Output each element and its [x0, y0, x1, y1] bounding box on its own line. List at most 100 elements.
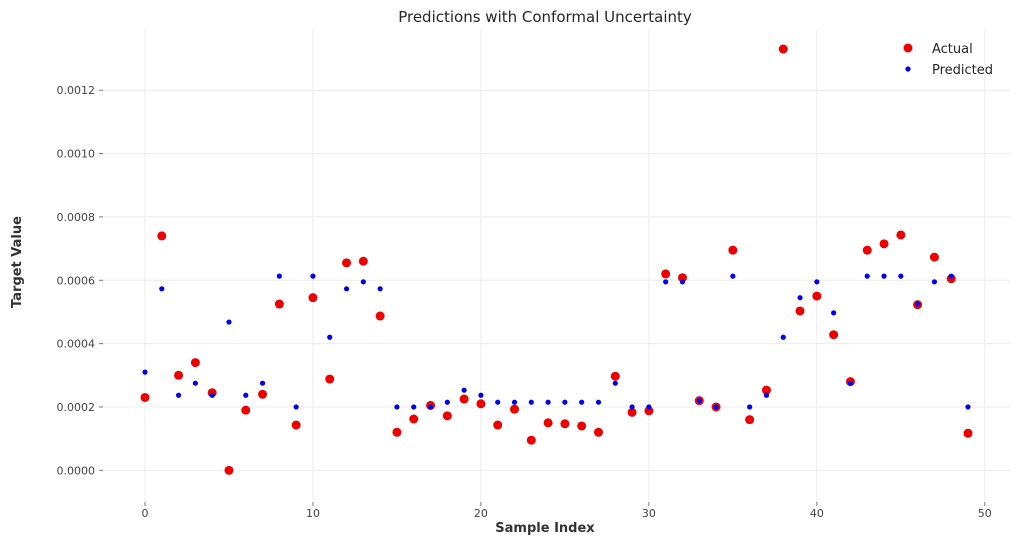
actual-point — [627, 407, 637, 417]
grid-lines — [103, 30, 1010, 502]
actual-point — [896, 230, 906, 240]
actual-point — [661, 269, 671, 279]
predicted-point — [209, 392, 215, 398]
actual-point — [795, 306, 805, 316]
actual-point — [291, 420, 301, 430]
predicted-point — [159, 286, 165, 292]
y-axis-label: Target Value — [10, 216, 25, 308]
actual-point — [308, 293, 318, 303]
series-predicted — [142, 273, 971, 410]
y-tick-label: 0.0006 — [57, 274, 96, 287]
predicted-point — [562, 399, 568, 405]
actual-point — [728, 245, 738, 255]
predicted-point — [646, 404, 652, 410]
actual-point — [409, 414, 419, 424]
y-tick-label: 0.0012 — [57, 84, 96, 97]
actual-point — [258, 389, 268, 399]
actual-point — [224, 465, 234, 475]
predicted-point — [797, 295, 803, 301]
predicted-point — [360, 279, 366, 285]
actual-point — [190, 358, 200, 368]
actual-point — [157, 231, 167, 241]
y-tick-label: 0.0008 — [57, 211, 96, 224]
axis-ticks: 0 10 20 30 40 50 0.0000 0.0002 0.0004 0.0006 0.000… — [57, 84, 992, 520]
predicted-point — [276, 273, 282, 279]
x-tick-label: 10 — [306, 507, 320, 520]
actual-point — [493, 420, 503, 430]
predicted-point — [763, 392, 770, 398]
actual-point — [577, 421, 587, 431]
y-tick-label: 0.0000 — [57, 464, 96, 477]
actual-point — [761, 385, 771, 395]
legend: Actual Predicted — [903, 42, 993, 78]
predicted-point — [696, 398, 702, 404]
predicted-point — [293, 404, 299, 410]
legend-label-actual: Actual — [932, 42, 973, 57]
predicted-point — [394, 404, 400, 410]
predicted-point — [663, 279, 669, 285]
predicted-point — [579, 399, 585, 405]
predicted-point — [780, 334, 786, 340]
x-tick-label: 20 — [474, 507, 488, 520]
actual-point — [677, 273, 687, 283]
y-tick-label: 0.0002 — [57, 401, 96, 414]
predicted-point — [411, 404, 417, 410]
y-tick-label: 0.0004 — [57, 338, 96, 351]
actual-point — [829, 330, 839, 340]
actual-point — [392, 427, 402, 437]
predicted-point — [847, 380, 854, 386]
actual-point — [812, 291, 822, 301]
predicted-point — [243, 392, 249, 398]
predicted-point — [595, 399, 602, 405]
actual-point — [560, 419, 570, 429]
actual-point — [459, 394, 469, 404]
predicted-point — [965, 404, 971, 410]
actual-point — [325, 374, 335, 384]
predicted-point — [495, 399, 501, 405]
predicted-point — [427, 404, 434, 410]
actual-point — [593, 427, 603, 437]
predicted-point — [881, 273, 887, 279]
x-tick-label: 50 — [978, 507, 992, 520]
predicted-point — [528, 399, 534, 405]
predicted-point — [612, 380, 618, 386]
chart-title: Predictions with Conformal Uncertainty — [398, 8, 692, 26]
predicted-point — [864, 273, 870, 279]
y-tick-label: 0.0010 — [57, 148, 96, 161]
predicted-point — [629, 404, 635, 410]
predicted-point — [814, 279, 820, 285]
legend-marker-actual — [903, 43, 913, 53]
predicted-point — [730, 273, 736, 279]
predicted-point — [915, 301, 921, 307]
predicted-point — [831, 310, 837, 316]
actual-point — [140, 392, 150, 402]
actual-point — [274, 299, 284, 309]
predicted-point — [175, 392, 182, 398]
actual-point — [543, 418, 553, 428]
predicted-point — [444, 399, 450, 405]
actual-point — [778, 44, 788, 54]
predicted-point — [478, 392, 484, 398]
predicted-point — [259, 380, 266, 386]
actual-point — [610, 371, 620, 381]
actual-point — [342, 258, 352, 268]
x-tick-label: 0 — [141, 507, 148, 520]
predicted-point — [142, 369, 148, 375]
actual-point — [375, 311, 385, 321]
predicted-point — [511, 399, 518, 405]
predicted-point — [713, 404, 719, 410]
actual-point — [510, 404, 520, 414]
actual-point — [929, 252, 939, 262]
predicted-point — [931, 279, 938, 285]
predicted-point — [377, 286, 383, 292]
actual-point — [442, 411, 452, 421]
x-tick-label: 40 — [810, 507, 824, 520]
predicted-point — [545, 399, 551, 405]
legend-marker-predicted — [905, 66, 911, 72]
predicted-point — [948, 273, 954, 279]
actual-point — [526, 435, 536, 445]
actual-point — [879, 239, 889, 249]
predicted-point — [679, 279, 686, 285]
series-actual — [140, 44, 973, 475]
actual-point — [745, 415, 755, 425]
